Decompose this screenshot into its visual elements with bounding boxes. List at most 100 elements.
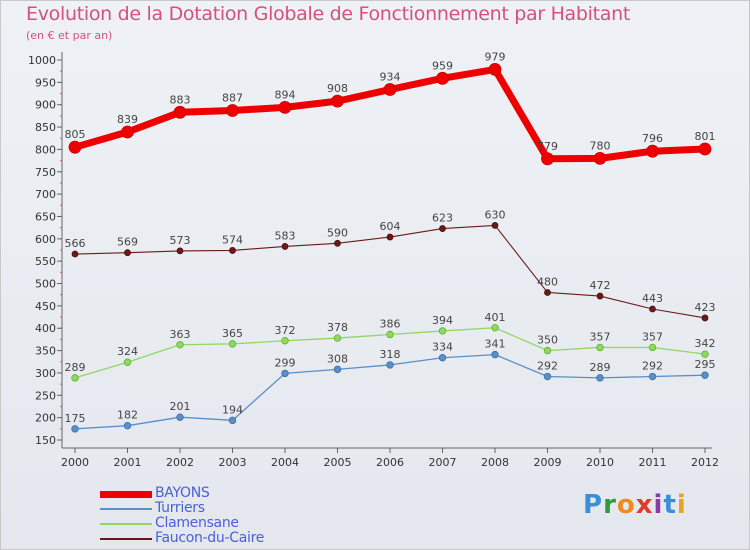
data-point-turriers [176,413,184,421]
data-label-faucon-du-caire: 630 [485,208,506,221]
y-tick-label: 400 [35,322,56,335]
data-label-faucon-du-caire: 590 [327,226,348,239]
x-tick-label: 2006 [376,456,404,469]
data-label-faucon-du-caire: 569 [117,236,138,249]
data-label-bayons: 908 [327,82,348,95]
data-label-turriers: 318 [380,348,401,361]
data-label-bayons: 887 [222,92,243,105]
y-tick-label: 450 [35,300,56,313]
logo-letter: o [616,490,636,520]
y-tick-label: 600 [35,233,56,246]
logo-letter: i [676,490,687,520]
data-point-clamensane [701,350,709,358]
legend-item-faucon-du-caire: Faucon-du-Caire [100,530,300,546]
data-label-bayons: 894 [275,88,296,101]
y-tick-label: 500 [35,278,56,291]
data-label-bayons: 805 [65,128,86,141]
data-point-clamensane [386,330,394,339]
chart-title: Evolution de la Dotation Globale de Fonc… [26,3,631,25]
data-point-faucon-du-caire [176,247,184,255]
data-label-faucon-du-caire: 574 [222,233,243,246]
legend-label: Turriers [155,500,205,516]
x-tick-label: 2009 [534,456,562,469]
data-label-clamensane: 372 [275,324,296,337]
y-tick-label: 150 [35,434,56,447]
data-point-bayons [541,152,554,166]
data-point-turriers [438,354,447,362]
data-point-turriers [333,365,342,374]
data-label-faucon-du-caire: 480 [537,275,558,288]
y-tick-label: 700 [35,188,56,201]
data-point-clamensane [333,334,342,342]
data-point-faucon-du-caire [491,222,499,229]
data-label-clamensane: 394 [432,314,453,327]
chart-subtitle: (en € et par an) [26,29,113,42]
data-label-faucon-du-caire: 583 [275,229,296,242]
logo-letter: x [635,490,654,520]
legend-swatch [100,523,152,525]
legend-label: Clamensane [155,515,239,531]
data-label-clamensane: 324 [117,345,138,358]
data-label-clamensane: 386 [380,317,401,330]
data-label-turriers: 308 [327,352,348,365]
data-point-turriers [543,372,552,381]
data-point-clamensane [228,340,237,348]
data-point-clamensane [176,341,184,349]
legend-item-turriers: Turriers [100,500,300,516]
data-point-faucon-du-caire [124,249,131,257]
data-point-faucon-du-caire [229,247,236,254]
data-label-turriers: 175 [65,412,86,425]
x-tick-label: 2000 [61,456,89,469]
data-point-turriers [281,369,289,378]
x-tick-label: 2004 [271,456,299,469]
data-label-faucon-du-caire: 604 [380,220,401,233]
y-tick-label: 900 [35,99,56,112]
y-tick-label: 300 [35,367,56,380]
data-point-bayons [646,144,659,158]
data-point-bayons [278,100,292,114]
data-point-turriers [491,350,499,359]
data-point-clamensane [71,374,79,382]
data-label-bayons: 979 [485,50,506,63]
data-point-turriers [648,372,657,381]
data-label-bayons: 934 [380,71,401,84]
data-point-faucon-du-caire [386,233,394,241]
data-point-bayons [173,105,187,119]
data-point-clamensane [596,343,604,352]
data-label-turriers: 182 [117,409,138,422]
data-point-faucon-du-caire [544,289,551,296]
data-point-bayons [593,151,607,165]
data-point-bayons [121,125,134,139]
data-point-faucon-du-caire [649,305,656,313]
data-label-faucon-du-caire: 472 [590,279,611,292]
data-label-bayons: 780 [590,139,611,152]
x-tick-label: 2012 [691,456,719,469]
y-tick-label: 550 [35,255,56,268]
data-label-bayons: 839 [117,113,138,126]
legend-label: BAYONS [155,485,210,501]
data-point-turriers [228,416,237,425]
data-point-bayons [488,62,502,76]
data-label-faucon-du-caire: 443 [642,292,663,305]
legend-swatch [100,538,152,540]
x-tick-label: 2001 [114,456,142,469]
data-label-clamensane: 363 [170,328,191,341]
logo-letter: t [663,490,677,520]
data-label-clamensane: 289 [65,361,86,374]
logo-letter: i [653,490,664,520]
data-label-clamensane: 378 [327,321,348,334]
proxiti-logo: Proxiti [583,490,687,520]
data-point-bayons [68,140,82,154]
data-label-turriers: 292 [537,360,558,373]
data-point-faucon-du-caire [281,243,289,250]
data-label-bayons: 883 [170,93,191,106]
logo-letter: r [603,490,617,520]
logo-letter: P [583,490,604,520]
data-label-turriers: 299 [275,356,296,369]
data-label-clamensane: 357 [590,330,611,343]
legend-swatch [100,508,152,510]
data-label-clamensane: 342 [695,337,716,350]
data-point-bayons [436,71,449,85]
x-tick-label: 2007 [429,456,457,469]
data-label-clamensane: 365 [222,327,243,340]
